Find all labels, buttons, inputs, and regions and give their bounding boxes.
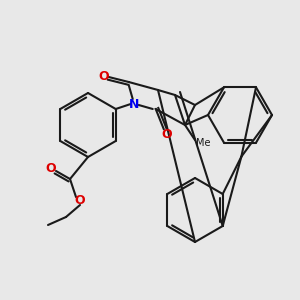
- Text: O: O: [75, 194, 85, 206]
- Text: O: O: [46, 163, 56, 176]
- Text: Me: Me: [196, 138, 210, 148]
- Text: N: N: [128, 98, 139, 110]
- Text: O: O: [98, 70, 109, 83]
- Text: O: O: [161, 128, 172, 142]
